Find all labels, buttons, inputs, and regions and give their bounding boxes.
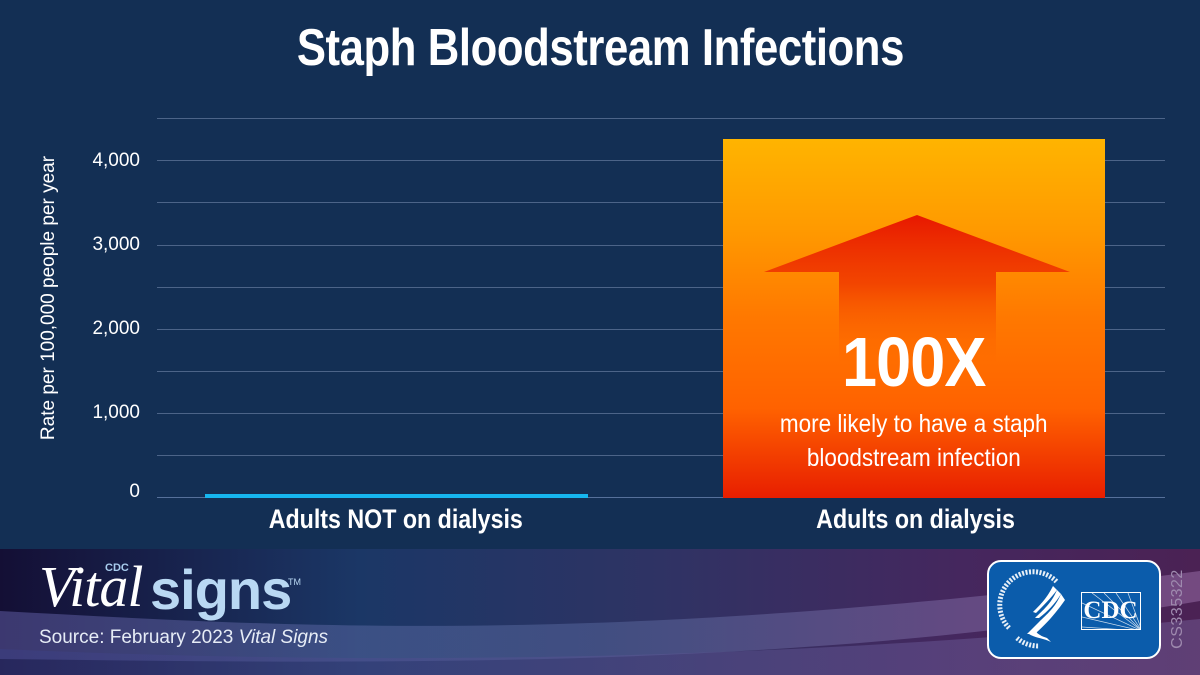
y-tick-label: 4,000: [92, 150, 140, 171]
y-tick-label: 2,000: [92, 318, 140, 339]
x-label-not-on-dialysis: Adults NOT on dialysis: [268, 504, 524, 534]
up-arrow-icon: [764, 215, 1070, 369]
gridline: [157, 413, 1165, 414]
vitalsigns-logo-signs: signs: [150, 558, 292, 621]
chart-title: Staph Bloodstream Infections: [296, 19, 904, 77]
gridline: [157, 245, 1165, 246]
source-note: Source: February 2023 Vital Signs: [39, 627, 329, 648]
gridline: [157, 371, 1165, 372]
bar-on-dialysis: 100X more likely to have a staph bloodst…: [723, 139, 1105, 498]
publication-code: CS335322: [1169, 569, 1186, 649]
gridline: [157, 202, 1165, 203]
y-tick-label: 1,000: [92, 402, 140, 423]
y-tick-label: 3,000: [92, 234, 140, 255]
annotation-headline: 100X: [842, 323, 986, 401]
chart-plot-area: 4,000 3,000 2,000 1,000 0 Rate per 100,0…: [38, 118, 1165, 534]
footer-banner: Vital CDC signs TM Source: February 2023…: [0, 549, 1200, 675]
x-label-on-dialysis: Adults on dialysis: [816, 504, 1016, 534]
gridline: [157, 329, 1165, 330]
cdc-logo-box: CDC: [1081, 592, 1141, 630]
y-axis-label: Rate per 100,000 people per year: [38, 155, 59, 441]
hhs-eagle-seal-icon: [997, 569, 1065, 649]
cdc-logo-text: CDC: [1083, 597, 1138, 624]
gridline: [157, 118, 1165, 119]
trademark-mark: TM: [288, 577, 301, 587]
annotation-text: more likely to have a staph bloodstream …: [780, 410, 1048, 472]
gridline: [157, 160, 1165, 161]
vitalsigns-logo-cdc: CDC: [105, 562, 129, 574]
y-tick-label: 0: [129, 481, 140, 502]
cdc-sunburst-icon: [1082, 593, 1140, 629]
hhs-cdc-logo: CDC: [987, 560, 1161, 659]
x-axis-baseline: [157, 497, 1165, 498]
bar-not-on-dialysis: [205, 494, 588, 498]
vitalsigns-logo-vital: Vital: [39, 554, 143, 619]
gridline: [157, 287, 1165, 288]
gridline: [157, 455, 1165, 456]
decorative-swoosh: [0, 571, 1200, 675]
